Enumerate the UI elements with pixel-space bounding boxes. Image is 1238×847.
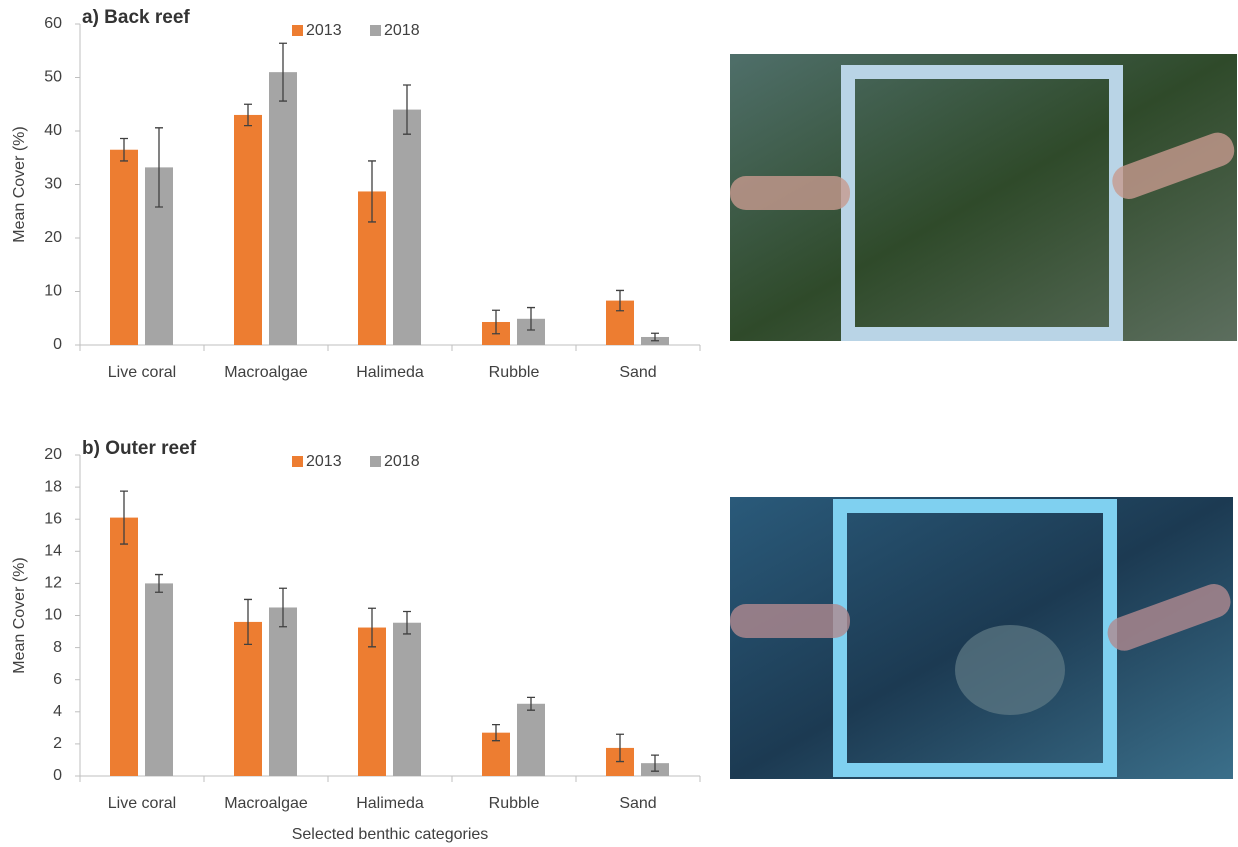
x-tick-label: Sand xyxy=(619,795,656,812)
bar xyxy=(358,627,386,776)
error-bar xyxy=(492,723,500,742)
x-tick-label: Live coral xyxy=(108,795,176,812)
bar xyxy=(145,583,173,776)
x-axis-title: Selected benthic categories xyxy=(292,826,489,843)
error-bar xyxy=(651,332,659,342)
legend-label: 2013 xyxy=(306,453,342,470)
y-tick-label: 0 xyxy=(53,767,62,784)
y-tick-label: 20 xyxy=(44,446,62,463)
error-bar xyxy=(155,573,163,593)
error-bar xyxy=(244,598,252,646)
error-bar xyxy=(651,754,659,772)
y-tick-label: 60 xyxy=(44,15,62,32)
legend-swatch xyxy=(370,25,381,36)
y-tick-label: 50 xyxy=(44,69,62,86)
bar xyxy=(234,114,262,345)
error-bar xyxy=(616,733,624,763)
photo-back-reef xyxy=(730,54,1237,341)
bar xyxy=(269,607,297,776)
y-tick-label: 10 xyxy=(44,283,62,300)
legend-label: 2018 xyxy=(384,453,420,470)
error-bar xyxy=(279,587,287,628)
y-tick-label: 12 xyxy=(44,575,62,592)
x-tick-label: Macroalgae xyxy=(224,795,308,812)
y-tick-label: 10 xyxy=(44,607,62,624)
bar xyxy=(234,621,262,776)
legend-swatch xyxy=(292,25,303,36)
chart-title: a) Back reef xyxy=(82,7,190,28)
x-tick-label: Halimeda xyxy=(356,795,424,812)
error-bar xyxy=(368,607,376,648)
y-tick-label: 30 xyxy=(44,176,62,193)
legend-label: 2013 xyxy=(306,22,342,39)
bar xyxy=(269,72,297,346)
y-tick-label: 8 xyxy=(53,639,62,656)
y-tick-label: 40 xyxy=(44,122,62,139)
error-bar xyxy=(244,103,252,127)
bar xyxy=(110,149,138,345)
error-bar xyxy=(120,490,128,545)
y-tick-label: 16 xyxy=(44,510,62,527)
error-bar xyxy=(155,127,163,208)
chart-title: b) Outer reef xyxy=(82,438,197,459)
bar xyxy=(393,622,421,776)
y-axis-title: Mean Cover (%) xyxy=(11,557,28,673)
x-tick-label: Rubble xyxy=(489,795,540,812)
y-axis-title: Mean Cover (%) xyxy=(11,126,28,242)
y-tick-label: 2 xyxy=(53,735,62,752)
error-bar xyxy=(403,610,411,635)
error-bar xyxy=(403,84,411,135)
error-bar xyxy=(616,289,624,312)
y-tick-label: 14 xyxy=(44,543,62,560)
error-bar xyxy=(527,306,535,331)
error-bar xyxy=(120,137,128,162)
y-tick-label: 0 xyxy=(53,336,62,353)
legend-swatch xyxy=(370,456,381,467)
y-tick-label: 6 xyxy=(53,671,62,688)
bar xyxy=(517,703,545,776)
x-tick-label: Rubble xyxy=(489,364,540,381)
y-tick-label: 4 xyxy=(53,703,62,720)
x-tick-label: Sand xyxy=(619,364,656,381)
y-tick-label: 18 xyxy=(44,478,62,495)
x-tick-label: Halimeda xyxy=(356,364,424,381)
x-tick-label: Macroalgae xyxy=(224,364,308,381)
legend-label: 2018 xyxy=(384,22,420,39)
error-bar xyxy=(279,42,287,102)
y-tick-label: 20 xyxy=(44,229,62,246)
error-bar xyxy=(492,309,500,335)
photo-outer-reef xyxy=(730,497,1233,779)
legend-swatch xyxy=(292,456,303,467)
error-bar xyxy=(527,696,535,711)
x-tick-label: Live coral xyxy=(108,364,176,381)
bar xyxy=(393,109,421,345)
bar xyxy=(110,517,138,776)
error-bar xyxy=(368,160,376,223)
